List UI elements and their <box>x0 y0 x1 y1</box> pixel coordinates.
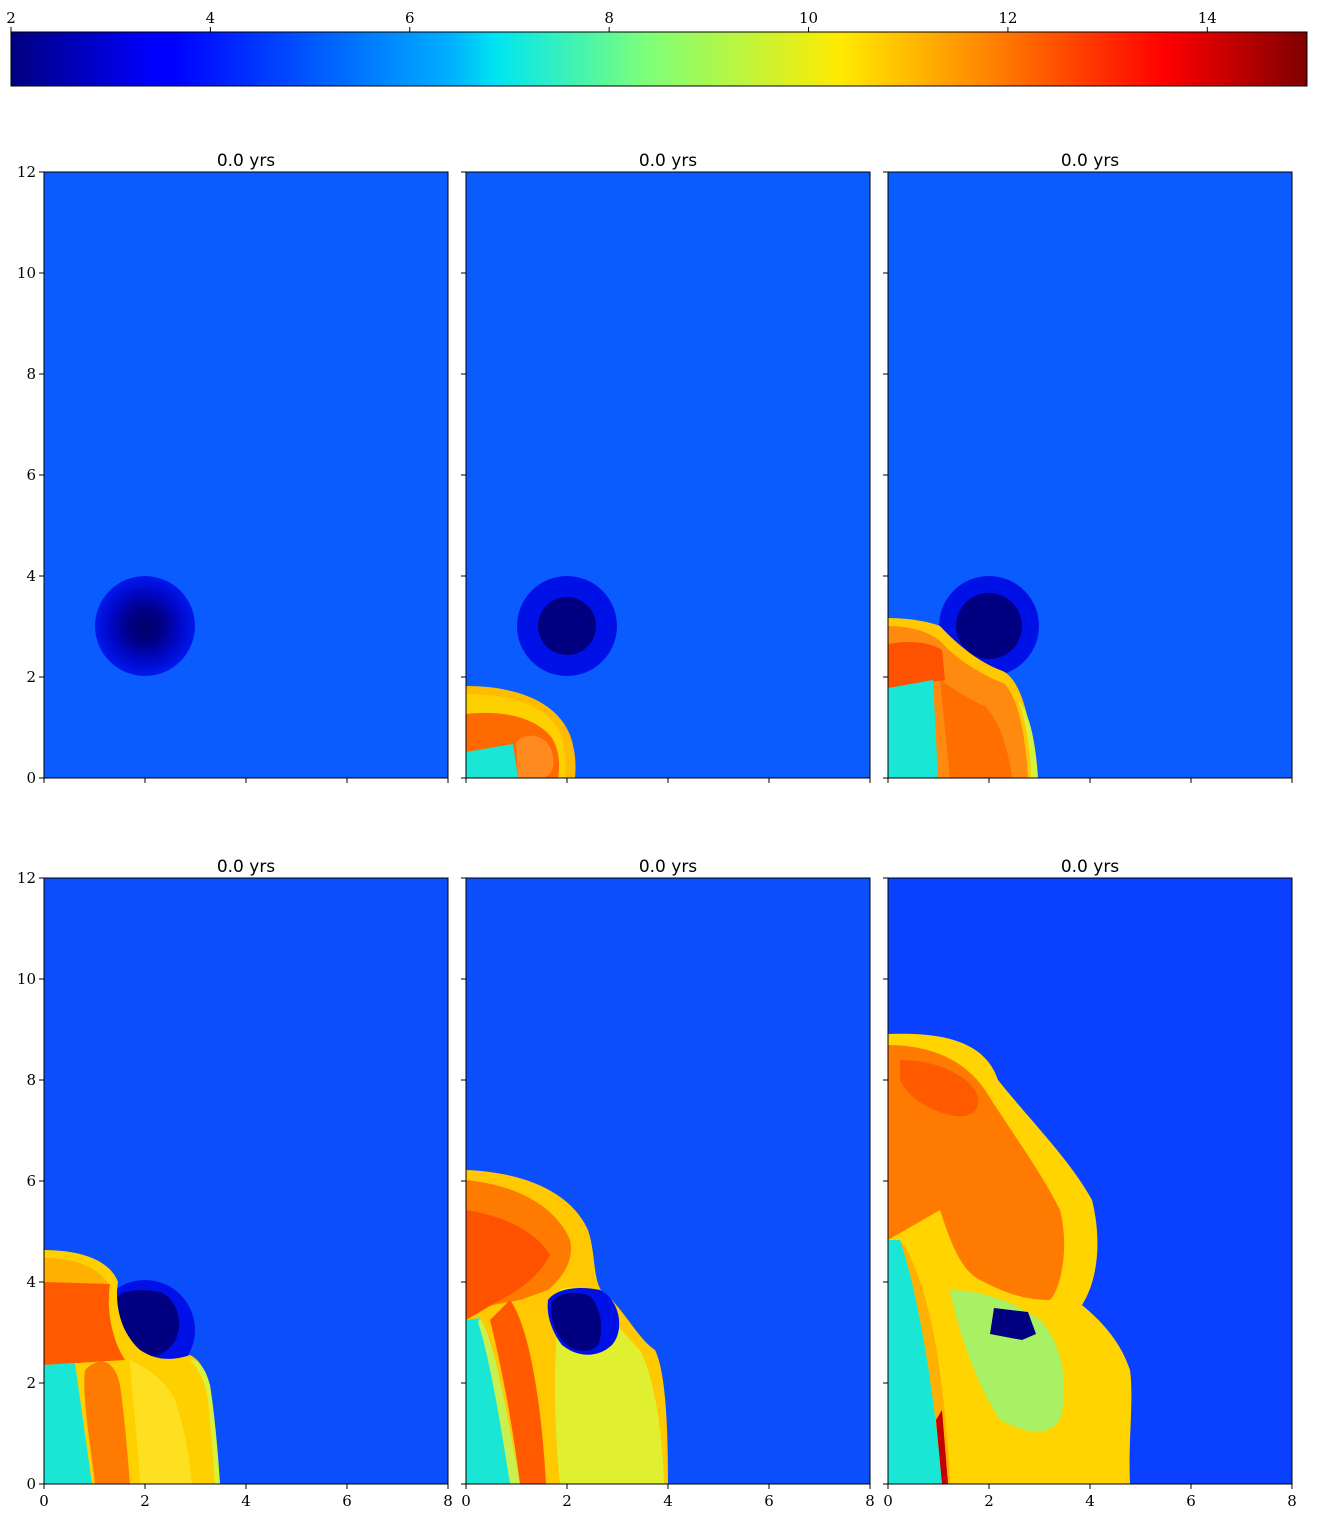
panel-title: 0.0 yrs <box>639 857 697 877</box>
y-tick-label: 6 <box>26 1172 36 1190</box>
x-tick-label: 6 <box>342 1492 352 1510</box>
x-tick-label: 0 <box>39 1492 49 1510</box>
y-tick-label: 0 <box>26 769 36 787</box>
x-tick-label: 6 <box>764 1492 774 1510</box>
panel-image <box>44 172 448 778</box>
colorbar-tick-label: 2 <box>6 9 16 27</box>
colorbar-tick-label: 4 <box>206 9 216 27</box>
panel-image <box>888 172 1292 778</box>
y-tick-label: 6 <box>26 466 36 484</box>
panel-1: 0.0 yrs <box>43 151 449 779</box>
panel-5: 0.0 yrs <box>465 857 871 1485</box>
y-tick-label: 4 <box>26 1273 36 1291</box>
colorbar-tick-label: 14 <box>1198 9 1217 27</box>
x-tick-label: 0 <box>461 1492 471 1510</box>
x-tick-label: 2 <box>984 1492 994 1510</box>
panel-title: 0.0 yrs <box>639 151 697 171</box>
panel-title: 0.0 yrs <box>1061 857 1119 877</box>
x-tick-label: 2 <box>140 1492 150 1510</box>
panel-image <box>466 878 870 1484</box>
panel-title: 0.0 yrs <box>217 857 275 877</box>
x-tick-label: 2 <box>562 1492 572 1510</box>
panel-title: 0.0 yrs <box>1061 151 1119 171</box>
y-tick-label: 12 <box>17 869 36 887</box>
x-tick-label: 0 <box>883 1492 893 1510</box>
panel-title: 0.0 yrs <box>217 151 275 171</box>
x-tick-label: 4 <box>241 1492 251 1510</box>
y-tick-label: 12 <box>17 163 36 181</box>
panel-3: 0.0 yrs <box>887 151 1293 779</box>
colorbar-tick-label: 12 <box>998 9 1017 27</box>
x-tick-label: 4 <box>663 1492 673 1510</box>
x-tick-label: 6 <box>1186 1492 1196 1510</box>
colorbar-ticks: 2 4 6 8 10 12 14 <box>6 9 1217 32</box>
colorbar-tick-label: 10 <box>799 9 818 27</box>
colorbar-tick-label: 6 <box>405 9 415 27</box>
x-tick-label: 8 <box>1287 1492 1297 1510</box>
y-tick-label: 8 <box>26 365 36 383</box>
panel-image <box>466 172 870 778</box>
panel-image <box>888 878 1292 1484</box>
colorbar-gradient <box>10 31 1308 87</box>
y-tick-label: 2 <box>26 1374 36 1392</box>
y-tick-label: 10 <box>17 264 36 282</box>
x-tick-label: 8 <box>443 1492 453 1510</box>
y-tick-label: 8 <box>26 1071 36 1089</box>
colorbar: 2 4 6 8 10 12 14 <box>6 9 1308 87</box>
x-tick-label: 8 <box>865 1492 875 1510</box>
y-tick-label: 10 <box>17 970 36 988</box>
panel-2: 0.0 yrs <box>465 151 871 779</box>
colorbar-tick-label: 8 <box>604 9 614 27</box>
panel-6: 0.0 yrs <box>887 857 1293 1485</box>
panel-image <box>44 878 448 1484</box>
x-tick-label: 4 <box>1085 1492 1095 1510</box>
y-tick-label: 0 <box>26 1475 36 1493</box>
panel-4: 0.0 yrs <box>43 857 449 1485</box>
y-tick-label: 4 <box>26 567 36 585</box>
y-tick-label: 2 <box>26 668 36 686</box>
